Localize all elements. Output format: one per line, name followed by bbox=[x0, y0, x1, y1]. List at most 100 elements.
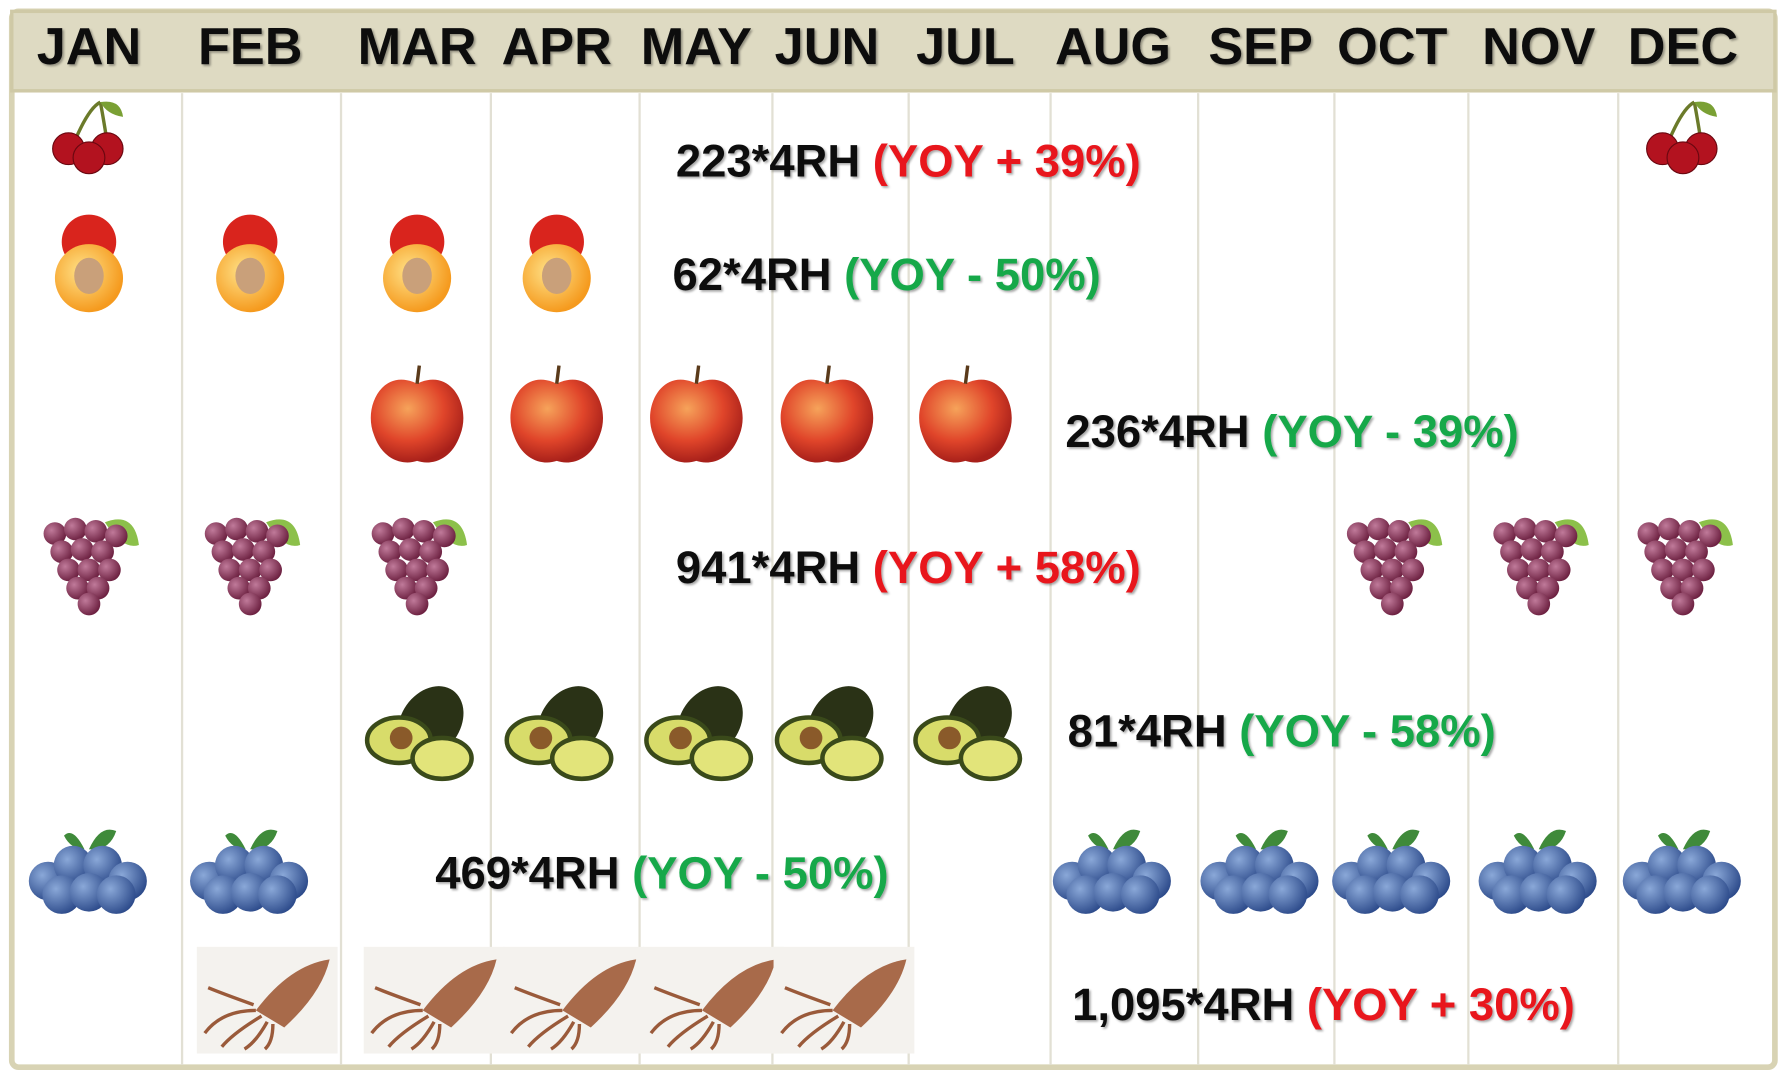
grape-berry bbox=[98, 558, 121, 582]
grape-berry bbox=[50, 540, 74, 564]
grape-berry bbox=[1360, 558, 1384, 582]
row-label: 1,095*4RH (YOY + 30%) bbox=[1072, 979, 1575, 1030]
yoy: (YOY + 58%) bbox=[873, 542, 1141, 593]
squid-tentacles bbox=[649, 986, 721, 1051]
grape-berry bbox=[426, 558, 449, 582]
peach-pit bbox=[235, 257, 265, 295]
cherry-fruit bbox=[1666, 141, 1700, 175]
grape-berry bbox=[1380, 592, 1404, 616]
blueberry-fruit bbox=[1690, 875, 1730, 914]
month-label: APR bbox=[502, 18, 612, 76]
grape-berry bbox=[1516, 576, 1539, 600]
blueberry-icon bbox=[28, 829, 147, 914]
grape-berry bbox=[238, 592, 262, 616]
cherry-icon bbox=[52, 100, 124, 175]
blueberry-fruit bbox=[96, 875, 136, 914]
month-label: JAN bbox=[37, 18, 141, 76]
grape-icon bbox=[1637, 517, 1733, 616]
avocado-icon bbox=[644, 686, 754, 782]
apple-body bbox=[370, 379, 464, 463]
apple-icon bbox=[919, 365, 1012, 463]
month-label: DEC bbox=[1628, 18, 1738, 76]
grape-berry bbox=[1369, 576, 1393, 600]
grape-berry bbox=[1394, 540, 1418, 564]
grape-berry bbox=[1671, 558, 1695, 582]
grape-berry bbox=[1367, 517, 1391, 541]
cherry-icon bbox=[1646, 100, 1718, 175]
grape-berry bbox=[1678, 519, 1702, 543]
volume: 469*4RH bbox=[435, 847, 619, 898]
month-label: MAR bbox=[358, 18, 477, 76]
peach-pit bbox=[541, 257, 572, 295]
avocado-half-r bbox=[689, 735, 754, 782]
avocado-icon bbox=[504, 686, 614, 782]
blueberry-leaf bbox=[63, 829, 117, 850]
grape-berry bbox=[405, 592, 429, 616]
produce-icons bbox=[28, 100, 1741, 1054]
grape-berry bbox=[1685, 540, 1708, 564]
blueberry-leaf bbox=[1367, 829, 1420, 850]
column-lines bbox=[180, 93, 1620, 1065]
squid-icon bbox=[643, 946, 784, 1054]
grape-berry bbox=[1506, 558, 1530, 582]
grape-berry bbox=[392, 517, 415, 541]
grape-berry bbox=[412, 519, 436, 543]
squid-tentacles bbox=[780, 986, 852, 1051]
squid-tentacles bbox=[509, 986, 582, 1051]
peach-icon bbox=[522, 214, 591, 313]
grape-berry bbox=[1644, 540, 1668, 564]
avocado-half-r bbox=[958, 735, 1023, 782]
squid-icon bbox=[196, 946, 338, 1054]
grape-berry bbox=[1664, 538, 1688, 561]
squid-icon bbox=[503, 946, 645, 1054]
grape-berry bbox=[1527, 592, 1551, 616]
volume: 62*4RH bbox=[673, 249, 832, 300]
grape-berry bbox=[1547, 558, 1571, 582]
squid-body bbox=[702, 959, 776, 1028]
grape-berry bbox=[1671, 592, 1695, 616]
grape-berry bbox=[385, 558, 408, 582]
yoy: (YOY + 30%) bbox=[1307, 979, 1575, 1030]
blueberry-leaf bbox=[1088, 829, 1141, 850]
month-label: AUG bbox=[1055, 18, 1171, 76]
squid-icon bbox=[363, 946, 505, 1054]
grape-icon bbox=[371, 517, 468, 616]
month-label: FEB bbox=[198, 18, 302, 76]
apple-stem bbox=[694, 365, 701, 384]
peach-icon bbox=[383, 214, 452, 313]
month-label: JUL bbox=[916, 18, 1015, 76]
volume: 81*4RH bbox=[1068, 706, 1227, 757]
grape-berry bbox=[1657, 517, 1681, 541]
apple-icon bbox=[370, 365, 464, 463]
blueberry-leaf bbox=[1657, 829, 1711, 850]
row-label: 236*4RH (YOY - 39%) bbox=[1065, 406, 1518, 457]
grape-berry bbox=[1527, 558, 1551, 582]
grape-berry bbox=[225, 517, 248, 541]
grape-berry bbox=[252, 540, 276, 564]
grape-berry bbox=[104, 524, 128, 548]
row-labels: 223*4RH (YOY + 39%) 62*4RH (YOY - 50%) 236… bbox=[435, 136, 1575, 1031]
grape-berry bbox=[1637, 522, 1661, 545]
apple-body bbox=[780, 379, 874, 463]
avocado-half-r bbox=[820, 735, 884, 782]
apple-stem bbox=[415, 365, 422, 384]
grape-berry bbox=[1651, 558, 1674, 582]
apple-body bbox=[919, 379, 1012, 463]
grape-berry bbox=[398, 538, 422, 561]
grape-berry bbox=[1380, 558, 1404, 582]
apple-icon bbox=[650, 365, 743, 463]
yoy: (YOY - 50%) bbox=[632, 847, 889, 898]
blueberry-leaf bbox=[1513, 829, 1567, 850]
squid-tentacles bbox=[203, 986, 275, 1051]
row-label: 81*4RH (YOY - 58%) bbox=[1068, 706, 1496, 757]
yoy: (YOY + 39%) bbox=[873, 136, 1141, 187]
grape-berry bbox=[1541, 540, 1564, 564]
volume: 941*4RH bbox=[676, 542, 860, 593]
yoy: (YOY - 50%) bbox=[844, 249, 1101, 300]
squid-tentacles bbox=[370, 986, 442, 1051]
grape-berry bbox=[394, 576, 418, 600]
yoy: (YOY - 39%) bbox=[1262, 406, 1519, 457]
avocado-pit bbox=[938, 726, 961, 750]
month-label: OCT bbox=[1337, 18, 1447, 76]
